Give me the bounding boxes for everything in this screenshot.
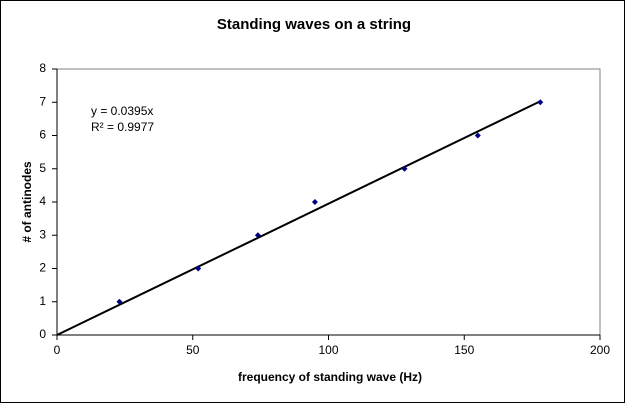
x-tick-label: 50 — [186, 343, 200, 357]
y-tick-label: 7 — [39, 94, 46, 108]
chart-title: Standing waves on a string — [217, 16, 411, 33]
x-tick-label: 0 — [54, 343, 61, 357]
y-tick-label: 6 — [39, 128, 46, 142]
trendline-equation: y = 0.0395x — [91, 104, 153, 118]
x-tick-label: 100 — [318, 343, 338, 357]
y-tick-label: 0 — [39, 327, 46, 341]
trendline-r-squared: R² = 0.9977 — [91, 120, 154, 134]
y-tick-label: 8 — [39, 61, 46, 75]
data-point — [401, 165, 408, 172]
x-tick-label: 150 — [454, 343, 474, 357]
data-point — [254, 232, 261, 239]
data-point — [537, 99, 544, 106]
data-point — [195, 265, 202, 272]
trendline — [56, 100, 541, 336]
data-point — [311, 199, 318, 205]
data-point — [474, 132, 481, 139]
y-axis-label: # of antinodes — [20, 161, 34, 243]
x-axis-label: frequency of standing wave (Hz) — [238, 370, 422, 384]
data-point — [116, 298, 123, 305]
y-tick-label: 2 — [39, 261, 46, 275]
x-tick-label: 200 — [590, 343, 610, 357]
y-tick-label: 3 — [39, 227, 46, 241]
y-tick-label: 1 — [39, 294, 46, 308]
y-tick-label: 4 — [39, 194, 46, 208]
y-tick-label: 5 — [39, 161, 46, 175]
